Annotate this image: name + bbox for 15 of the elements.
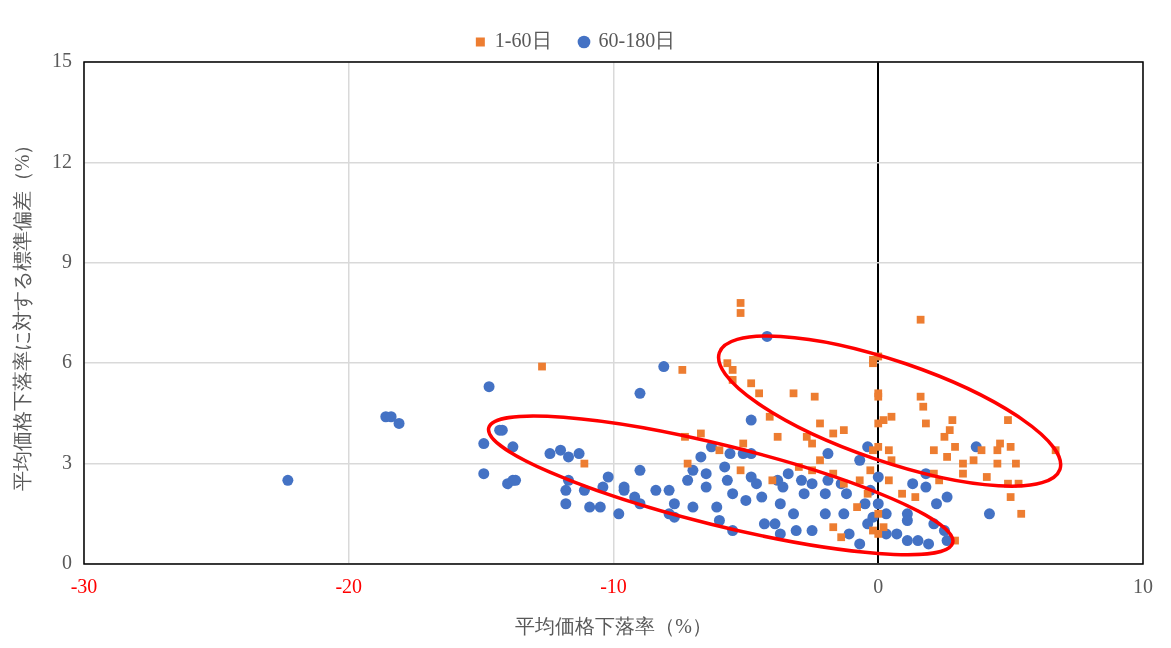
x-tick-label: -30: [70, 575, 98, 598]
y-tick-label: 3: [62, 450, 72, 473]
y-tick-label: 6: [62, 350, 72, 373]
x-tick-label: -10: [600, 575, 627, 598]
y-axis-title: 平均価格下落率に対する標準偏差（%）: [11, 134, 34, 492]
x-tick-label: -20: [335, 575, 363, 598]
legend-label: 1-60日: [494, 29, 552, 52]
y-tick-label: 15: [52, 49, 72, 72]
y-tick-label: 0: [62, 551, 72, 574]
x-axis-title: 平均価格下落率（%）: [515, 615, 712, 638]
y-tick-label: 12: [52, 149, 72, 172]
x-tick-label: 0: [873, 575, 884, 598]
legend-label: 60-180日: [598, 29, 676, 52]
y-tick-label: 9: [62, 250, 72, 273]
x-tick-label: 10: [1133, 575, 1153, 598]
